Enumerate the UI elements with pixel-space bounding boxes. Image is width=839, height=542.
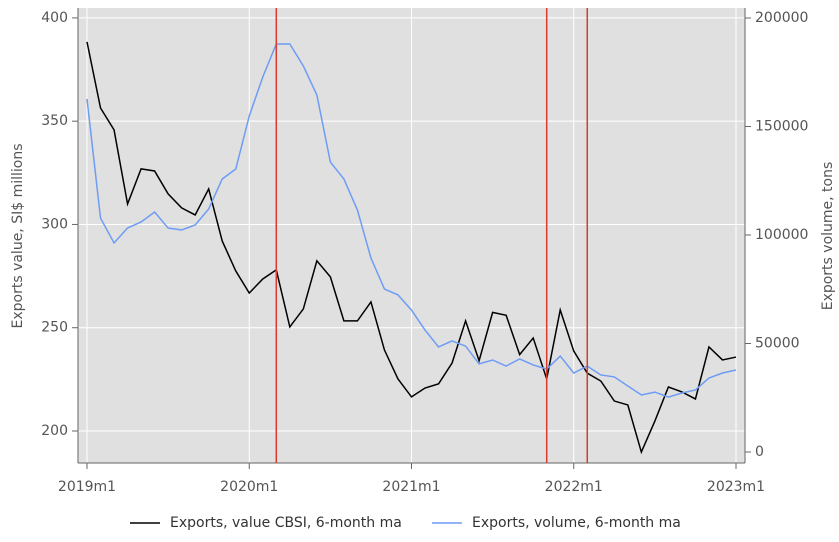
- y2-tick-label: 0: [755, 444, 764, 460]
- x-tick-label: 2020m1: [220, 479, 278, 495]
- series-line: [86, 41, 737, 455]
- series-line: [86, 43, 737, 398]
- y-tick-label: 250: [41, 320, 68, 336]
- legend-label: Exports, volume, 6-month ma: [472, 515, 681, 531]
- y-tick-label: 300: [41, 216, 68, 232]
- y2-tick-label: 200000: [755, 10, 808, 26]
- y2-tick-label: 100000: [755, 227, 808, 243]
- y-tick-label: 400: [41, 10, 68, 26]
- y2-axis-title: Exports volume, tons: [820, 162, 836, 311]
- x-tick-label: 2022m1: [545, 479, 603, 495]
- y-axis-title: Exports value, SI$ millions: [10, 143, 26, 328]
- x-tick-label: 2023m1: [707, 479, 765, 495]
- x-tick-label: 2019m1: [58, 479, 116, 495]
- x-tick-label: 2021m1: [382, 479, 440, 495]
- y2-tick-label: 50000: [755, 335, 800, 351]
- y-tick-label: 350: [41, 113, 68, 129]
- legend-label: Exports, value CBSI, 6-month ma: [170, 515, 402, 531]
- y-tick-label: 200: [41, 423, 68, 439]
- y2-tick-label: 150000: [755, 118, 808, 134]
